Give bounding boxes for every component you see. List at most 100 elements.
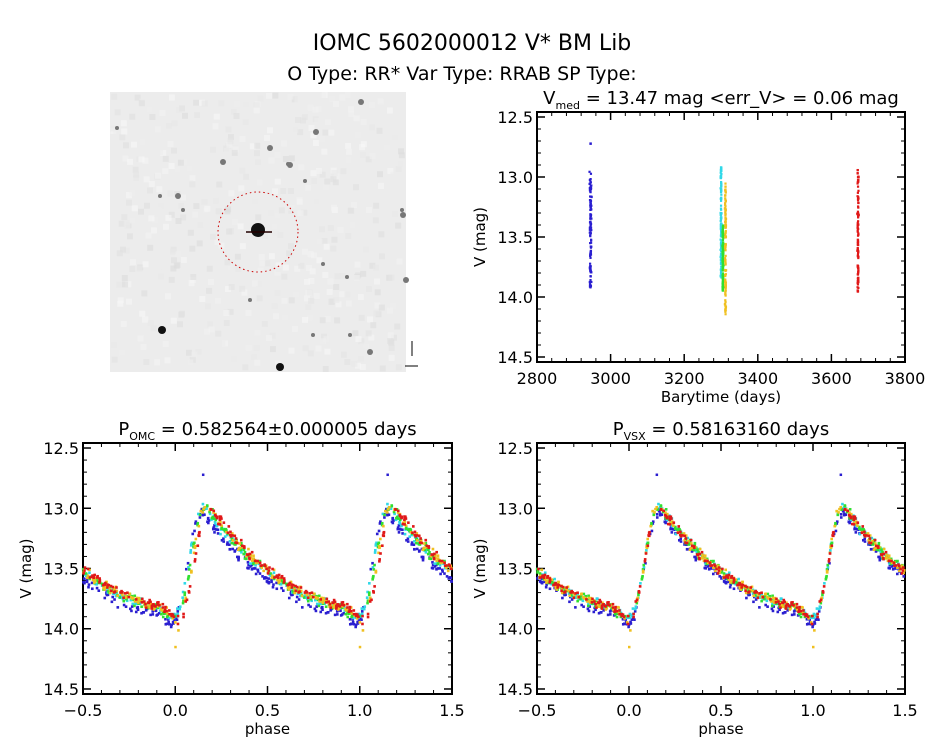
data-point bbox=[724, 309, 727, 312]
plot-title: POMC = 0.582564±0.000005 days bbox=[118, 419, 416, 443]
data-point bbox=[144, 606, 148, 609]
data-point bbox=[621, 622, 625, 626]
data-point bbox=[360, 612, 364, 616]
data-point bbox=[589, 213, 592, 216]
data-point bbox=[611, 602, 615, 606]
image-noise bbox=[313, 293, 320, 300]
data-point bbox=[378, 560, 381, 563]
data-point bbox=[90, 575, 94, 579]
image-noise bbox=[348, 111, 355, 118]
data-point bbox=[241, 548, 244, 551]
image-noise bbox=[223, 148, 230, 155]
data-point bbox=[343, 609, 347, 613]
data-point bbox=[272, 577, 276, 581]
data-point bbox=[173, 618, 176, 621]
image-noise bbox=[398, 152, 405, 159]
image-noise bbox=[121, 214, 128, 221]
data-point bbox=[151, 613, 155, 616]
data-point bbox=[825, 574, 828, 578]
data-point bbox=[801, 606, 804, 609]
data-point bbox=[214, 514, 218, 518]
data-point bbox=[443, 561, 446, 565]
data-point bbox=[834, 521, 837, 525]
data-point bbox=[110, 589, 113, 593]
data-point bbox=[724, 293, 727, 296]
data-point bbox=[696, 548, 699, 552]
data-point bbox=[896, 572, 899, 576]
data-point bbox=[429, 557, 433, 561]
image-noise bbox=[219, 339, 226, 346]
data-point bbox=[222, 537, 225, 540]
data-point bbox=[324, 605, 328, 609]
data-point bbox=[102, 585, 106, 588]
data-point bbox=[870, 536, 874, 540]
data-point bbox=[830, 537, 834, 541]
data-point bbox=[728, 576, 731, 579]
image-noise bbox=[168, 162, 175, 169]
image-noise bbox=[335, 301, 342, 308]
data-point bbox=[650, 529, 654, 533]
image-noise bbox=[287, 187, 294, 194]
data-point bbox=[719, 222, 723, 226]
data-point bbox=[101, 583, 105, 587]
image-noise bbox=[242, 364, 249, 371]
star bbox=[313, 129, 319, 135]
data-point bbox=[810, 614, 814, 618]
data-point bbox=[306, 596, 310, 600]
data-point bbox=[714, 569, 717, 573]
data-point bbox=[278, 579, 281, 583]
image-noise bbox=[224, 259, 231, 266]
data-point bbox=[678, 527, 681, 531]
data-point bbox=[581, 599, 585, 603]
data-point bbox=[734, 578, 738, 581]
data-point bbox=[720, 250, 723, 253]
image-noise bbox=[326, 288, 333, 295]
image-noise bbox=[388, 345, 395, 352]
data-point bbox=[641, 568, 645, 571]
data-point bbox=[857, 176, 860, 179]
data-point bbox=[228, 548, 232, 551]
data-point bbox=[272, 583, 275, 586]
data-point bbox=[445, 564, 448, 567]
data-point bbox=[293, 591, 296, 595]
data-point bbox=[858, 532, 862, 536]
image-noise bbox=[323, 336, 330, 343]
data-point bbox=[724, 254, 727, 257]
data-point bbox=[754, 598, 758, 601]
data-point bbox=[877, 541, 881, 545]
image-noise bbox=[170, 147, 177, 154]
image-noise bbox=[213, 113, 220, 120]
data-point bbox=[542, 574, 546, 578]
data-point bbox=[198, 530, 201, 534]
data-point bbox=[639, 582, 642, 585]
data-point bbox=[193, 558, 197, 561]
image-noise bbox=[331, 236, 338, 243]
data-point bbox=[591, 597, 594, 601]
data-point bbox=[212, 526, 215, 529]
data-point bbox=[264, 564, 267, 568]
data-point bbox=[270, 576, 274, 580]
data-point bbox=[253, 567, 257, 570]
data-point bbox=[724, 182, 727, 185]
data-point bbox=[260, 566, 264, 569]
plot-title: Vmed = 13.47 mag <err_V> = 0.06 mag bbox=[543, 88, 899, 112]
image-noise bbox=[227, 264, 234, 271]
data-point bbox=[608, 604, 611, 607]
data-point bbox=[752, 594, 756, 598]
data-point bbox=[344, 608, 347, 611]
data-point bbox=[867, 543, 870, 546]
data-point bbox=[724, 185, 727, 188]
data-point bbox=[856, 281, 859, 285]
image-noise bbox=[293, 258, 300, 265]
data-point bbox=[314, 598, 317, 602]
data-point bbox=[719, 213, 723, 216]
data-point bbox=[763, 597, 766, 601]
data-point bbox=[668, 518, 672, 522]
image-noise bbox=[345, 157, 352, 164]
data-point bbox=[230, 534, 234, 537]
data-point bbox=[854, 520, 858, 523]
data-point bbox=[208, 510, 211, 514]
image-noise bbox=[397, 160, 404, 167]
data-point bbox=[333, 613, 337, 617]
data-point bbox=[632, 612, 635, 616]
